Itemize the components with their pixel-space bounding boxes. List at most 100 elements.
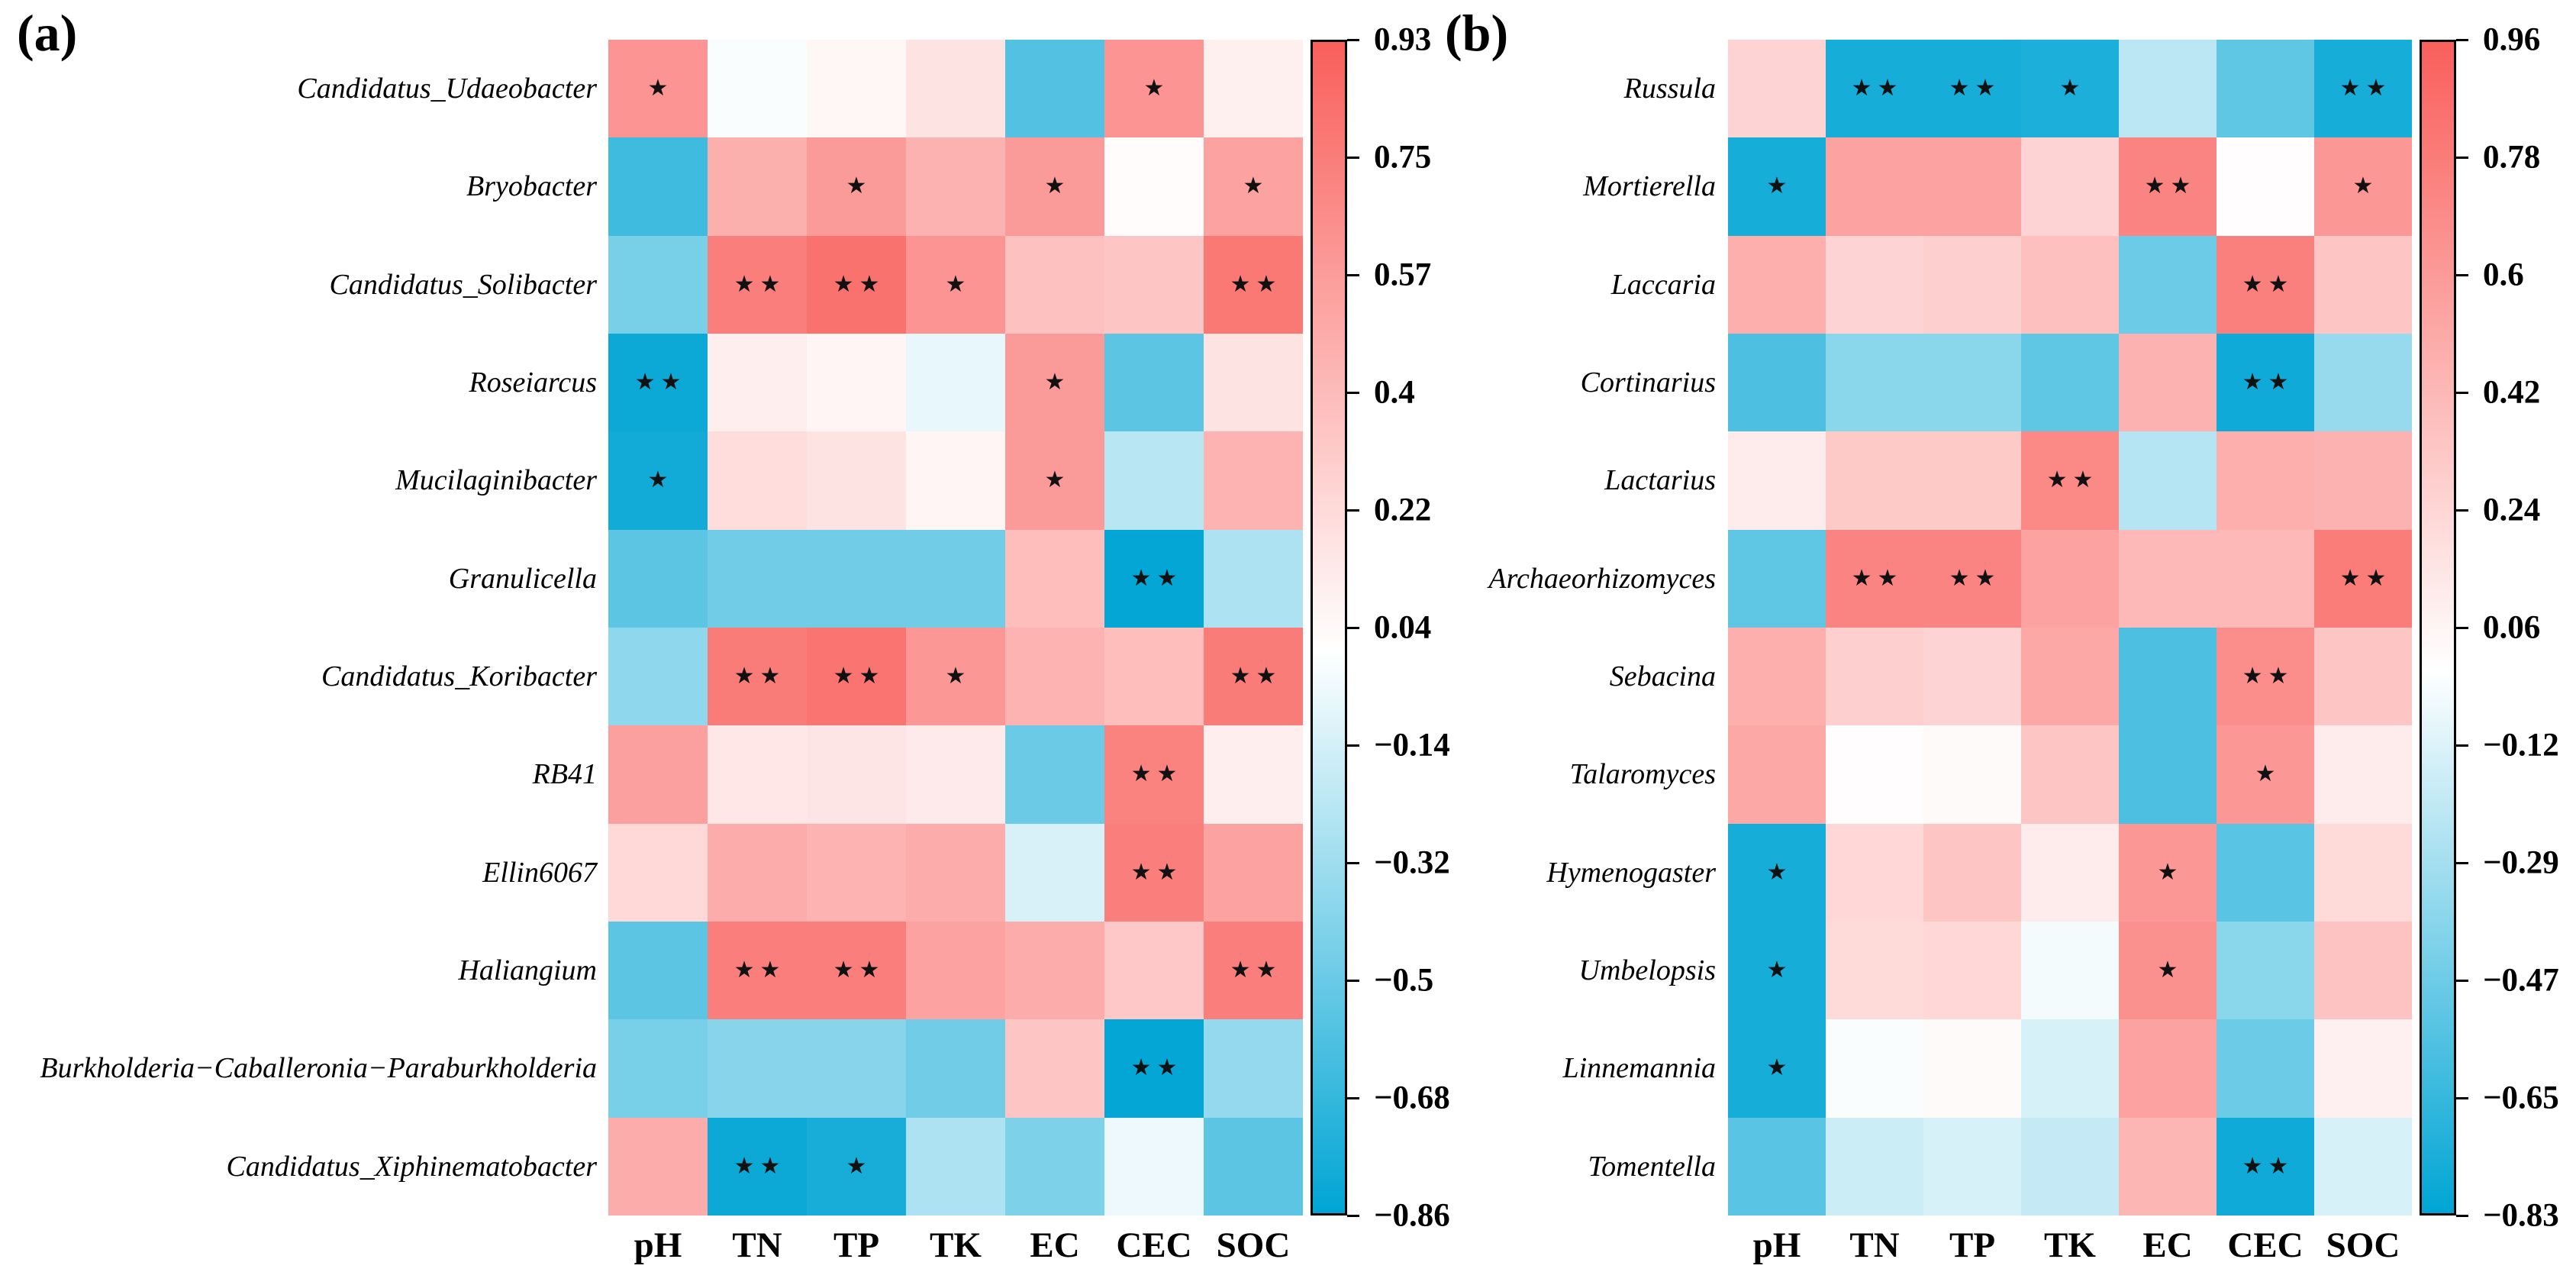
heatmap-cell <box>608 1019 708 1118</box>
colorbar-tick <box>2456 862 2468 864</box>
colorbar-tick-label: 0.4 <box>1374 374 1415 411</box>
heatmap-cell: ★ <box>1728 137 1826 236</box>
colorbar-tick <box>2456 1097 2468 1099</box>
x-axis-label: CEC <box>1116 1225 1192 1265</box>
heatmap-row: ★★ <box>1728 628 2412 726</box>
row-label: Granulicella <box>448 562 597 595</box>
heatmap-cell <box>2119 40 2217 138</box>
colorbar-tick <box>2456 980 2468 982</box>
heatmap-cell <box>1826 823 1923 922</box>
panel-a-heatmap-grid: ★ ★ ★ ★ ★ ★★ ★★ ★ ★★ ★★ ★ ★ ★ ★★ ★★ ★★ ★ ★★ ★★ ★★ ★★ ★★ ★★ ★★ ★★… <box>608 40 1303 1216</box>
significance-stars: ★ <box>1766 858 1793 886</box>
row-label: Sebacina <box>1609 660 1716 693</box>
x-axis-label: TK <box>2044 1225 2096 1265</box>
colorbar-tick <box>1347 274 1359 276</box>
x-axis-label: EC <box>1030 1225 1080 1265</box>
row-label: Laccaria <box>1610 268 1716 301</box>
x-axis-label: TP <box>1949 1225 1996 1265</box>
colorbar-tick <box>1347 1097 1359 1099</box>
colorbar-tick-label: −0.14 <box>1374 727 1450 764</box>
heatmap-row: ★★ ★★ ★ ★★ <box>608 628 1303 726</box>
colorbar-tick <box>1347 39 1359 41</box>
row-label: Lactarius <box>1604 464 1716 497</box>
heatmap-cell <box>2021 334 2119 432</box>
heatmap-cell: ★ <box>2119 922 2217 1020</box>
heatmap-cell <box>2119 334 2217 432</box>
colorbar-tick-label: −0.32 <box>1374 844 1450 881</box>
heatmap-cell <box>2217 1019 2314 1118</box>
significance-stars: ★★ <box>1230 270 1282 298</box>
heatmap-row: ★★ <box>1728 823 2412 922</box>
heatmap-cell: ★★ <box>807 628 906 726</box>
colorbar-tick-label: 0.22 <box>1374 492 1432 528</box>
heatmap-cell <box>2021 235 2119 334</box>
heatmap-row: ★★ <box>1728 922 2412 1020</box>
significance-stars: ★ <box>647 467 674 494</box>
heatmap-cell <box>1826 628 1923 726</box>
heatmap-cell <box>1826 1117 1923 1216</box>
heatmap-cell: ★ <box>2314 137 2412 236</box>
significance-stars: ★★ <box>1851 564 1904 592</box>
heatmap-cell: ★★ <box>1204 922 1303 1020</box>
heatmap-cell <box>1826 235 1923 334</box>
heatmap-cell: ★ <box>807 137 906 236</box>
heatmap-cell: ★ <box>2217 725 2314 824</box>
heatmap-cell <box>708 40 807 138</box>
heatmap-cell: ★★ <box>708 1117 807 1216</box>
heatmap-cell: ★ <box>1204 137 1303 236</box>
heatmap-cell <box>2119 725 2217 824</box>
heatmap-cell <box>906 1117 1005 1216</box>
colorbar-tick-label: 0.78 <box>2483 139 2541 176</box>
heatmap-cell <box>906 334 1005 432</box>
heatmap-cell: ★★ <box>1826 529 1923 628</box>
heatmap-cell <box>608 235 708 334</box>
heatmap-cell: ★★ <box>1826 40 1923 138</box>
significance-stars: ★★ <box>2339 564 2392 592</box>
significance-stars: ★ <box>2255 760 2281 788</box>
row-label: Candidatus_Solibacter <box>329 268 597 301</box>
significance-stars: ★ <box>1243 173 1269 200</box>
significance-stars: ★★ <box>2242 663 2294 690</box>
heatmap-cell <box>608 529 708 628</box>
heatmap-cell: ★★ <box>2217 628 2314 726</box>
significance-stars: ★ <box>1044 467 1071 494</box>
heatmap-cell: ★ <box>2119 823 2217 922</box>
heatmap-cell <box>2021 529 2119 628</box>
colorbar-tick <box>1347 980 1359 982</box>
heatmap-cell: ★★ <box>807 922 906 1020</box>
colorbar-tick <box>1347 862 1359 864</box>
heatmap-cell <box>1204 725 1303 824</box>
row-label: Tomentella <box>1588 1150 1717 1183</box>
heatmap-cell <box>2119 431 2217 530</box>
significance-stars: ★★ <box>2242 270 2294 298</box>
heatmap-row: ★★ <box>608 40 1303 138</box>
significance-stars: ★ <box>1766 173 1793 200</box>
heatmap-cell <box>807 334 906 432</box>
heatmap-cell <box>1826 1019 1923 1118</box>
heatmap-cell <box>1826 725 1923 824</box>
colorbar-tick-label: −0.68 <box>1374 1080 1450 1116</box>
row-label: Archaeorhizomyces <box>1488 562 1716 595</box>
colorbar-tick-label: 0.6 <box>2483 257 2524 293</box>
significance-stars: ★ <box>2352 173 2379 200</box>
significance-stars: ★★ <box>733 663 786 690</box>
row-label: Candidatus_Udaeobacter <box>297 73 597 105</box>
heatmap-cell <box>1104 431 1204 530</box>
significance-stars: ★★ <box>2046 467 2099 494</box>
colorbar-tick-label: 0.04 <box>1374 609 1432 646</box>
heatmap-cell: ★★ <box>1923 529 2021 628</box>
row-label: Burkholderia−Caballeronia−Paraburkholder… <box>40 1052 597 1085</box>
colorbar-tick-label: 0.42 <box>2483 374 2541 411</box>
colorbar-tick <box>1347 392 1359 394</box>
heatmap-cell: ★★ <box>708 628 807 726</box>
heatmap-cell <box>1923 628 2021 726</box>
heatmap-cell <box>1923 725 2021 824</box>
colorbar-tick <box>1347 1215 1359 1217</box>
x-axis-label: pH <box>1752 1225 1801 1265</box>
heatmap-row: ★★ <box>608 823 1303 922</box>
heatmap-cell <box>2314 1019 2412 1118</box>
heatmap-row: ★★ <box>1728 334 2412 432</box>
heatmap-cell <box>2021 1117 2119 1216</box>
heatmap-cell <box>1005 922 1104 1020</box>
significance-stars: ★★ <box>1130 858 1183 886</box>
